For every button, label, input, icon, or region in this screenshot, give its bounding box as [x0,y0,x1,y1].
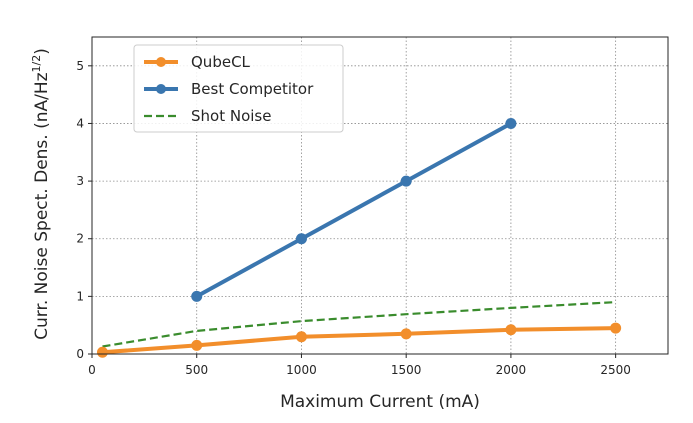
plot-frame [91,36,669,355]
y-axis-label: Curr. Noise Spect. Dens. (nA/Hz1/2) [30,48,52,340]
legend-label: Shot Noise [191,107,271,125]
x-axis-label: Maximum Current (mA) [280,392,480,412]
y-tick-label: 4 [76,116,84,130]
data-point-best-competitor [400,175,412,187]
data-point-best-competitor [505,117,517,129]
y-tick-label: 1 [76,289,84,303]
x-tick-label: 2000 [496,363,527,377]
y-axis-label-superscript: 1/2 [30,55,43,73]
y-axis-label-main: Curr. Noise Spect. Dens. (nA/Hz [32,72,52,340]
series-line-qubecl [102,326,616,355]
legend-item-shot-noise: Shot Noise [144,107,271,125]
y-tick-label: 5 [76,59,84,73]
data-point-qubecl [610,322,622,334]
x-tick-label: 0 [88,363,96,377]
legend-marker [156,84,166,94]
x-tick-label: 500 [185,363,208,377]
series-best-competitor [191,117,517,302]
x-tick-label: 1000 [286,363,317,377]
series-shot-noise [102,301,616,348]
series-line-shot-noise [102,301,616,348]
legend-item-best-competitor: Best Competitor [144,80,314,98]
legend-item-qubecl: QubeCL [144,53,251,71]
data-point-qubecl [295,331,307,343]
data-point-qubecl [191,339,203,351]
legend-label: QubeCL [191,53,251,71]
legend-marker [156,57,166,67]
data-point-qubecl [96,346,108,358]
data-point-qubecl [505,324,517,336]
y-tick-label: 3 [76,174,84,188]
legend-box [133,44,344,133]
legend: QubeCL Best Competitor Shot Noise [133,44,344,133]
legend-label: Best Competitor [191,80,314,98]
x-tick-label: 1500 [391,363,422,377]
y-tick-label: 2 [76,232,84,246]
data-point-qubecl [400,328,412,340]
series-qubecl [96,322,622,358]
data-point-best-competitor [295,233,307,245]
series-line-best-competitor [195,121,512,299]
y-axis-label-suffix: ) [32,48,52,55]
y-tick-label: 0 [76,347,84,361]
data-point-best-competitor [191,290,203,302]
x-tick-label: 2500 [600,363,631,377]
tick-layer: 0 500 1000 1500 2000 2500 0 1 2 3 4 5 [76,59,631,377]
series-layer [96,117,622,358]
